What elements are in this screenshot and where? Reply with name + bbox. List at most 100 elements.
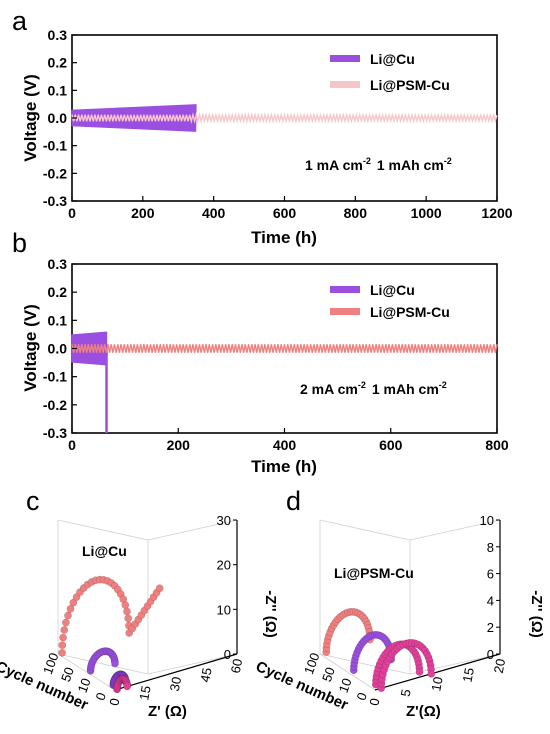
x-axis-label-c: Z' (Ω) — [148, 703, 187, 720]
cycle-tick-label-c-2: 10 — [75, 676, 94, 695]
x-tick-label-a-6: 1200 — [481, 205, 512, 221]
z-tick-label-d-0: 0 — [487, 647, 494, 662]
x-axis-line-d — [374, 653, 501, 691]
eis-series-d-cycle-100 — [322, 608, 374, 657]
legend-swatch-a-li-psm-cu — [330, 81, 360, 88]
eis-series-c-cycle-100 — [58, 575, 164, 657]
x-tick-label-a-2: 400 — [202, 205, 226, 221]
condition-annotation-b: 2 mA cm-2 1 mAh cm-2 — [300, 380, 447, 397]
x-tick-label-b-4: 800 — [485, 437, 509, 453]
legend-label-b-li-cu: Li@Cu — [370, 282, 415, 298]
z-tick-label-c-3: 30 — [217, 513, 231, 528]
eis-point-c-100-3 — [60, 626, 69, 634]
x-tick-label-b-0: 0 — [68, 437, 76, 453]
x-tick-label-b-3: 600 — [379, 437, 403, 453]
x-tick-label-a-5: 1000 — [411, 205, 442, 221]
x-tick-label-c-4: 60 — [228, 657, 245, 674]
x-tick-label-b-2: 400 — [273, 437, 297, 453]
panel-letter-a: a — [12, 6, 28, 36]
legend-swatch-b-li-cu — [330, 286, 360, 293]
x-tick-label-c-2: 30 — [167, 675, 184, 692]
y-tick-label-b-2: 0.1 — [48, 312, 68, 328]
x-tick-label-d-0: 0 — [366, 697, 382, 707]
x-tick-label-a-3: 600 — [273, 205, 297, 221]
condition-annotation-a: 1 mA cm-2 1 mAh cm-2 — [305, 156, 452, 173]
cycle-tick-label-c-1: 50 — [58, 665, 77, 684]
y-axis-label-a: Voltage (V) — [21, 74, 40, 162]
y-tick-label-a-4: -0.1 — [43, 138, 67, 154]
x-tick-label-c-3: 45 — [197, 666, 214, 683]
z-tick-label-c-2: 20 — [217, 558, 231, 573]
y-tick-label-a-1: 0.2 — [48, 55, 68, 71]
panel-a: a 0.3 0.2 0.1 0.0 -0.1 -0.2 -0.3 0 200 400 600 800… — [12, 6, 513, 247]
panel-letter-d: d — [286, 486, 301, 516]
z-tick-label-d-2: 4 — [487, 593, 494, 608]
y-axis-label-b: Voltage (V) — [21, 304, 40, 392]
legend-label-a-li-cu: Li@Cu — [370, 51, 415, 67]
legend-label-b-li-psm-cu: Li@PSM-Cu — [370, 304, 450, 320]
series-line-a-li-psm-cu — [71, 112, 498, 124]
eis-point-c-100-1 — [58, 641, 67, 650]
y-tick-label-b-6: -0.3 — [43, 425, 67, 441]
z-tick-label-d-3: 6 — [487, 567, 494, 582]
eis-point-c-100-4 — [62, 618, 70, 627]
x-tick-label-a-4: 800 — [344, 205, 368, 221]
x-axis-label-d: Z'(Ω) — [406, 703, 441, 720]
z-tick-label-c-0: 0 — [224, 647, 231, 662]
series-a-li-psm-cu — [71, 112, 498, 124]
x-tick-label-d-2: 10 — [428, 675, 445, 692]
eis-point-d-0-26 — [427, 669, 436, 678]
z-tick-label-d-5: 10 — [480, 513, 494, 528]
eis-series-c-cycle-50 — [86, 647, 119, 675]
x-tick-label-c-1: 15 — [136, 684, 153, 701]
cycle-tick-label-d-0: 100 — [301, 651, 323, 677]
eis-point-c-50-26 — [111, 659, 119, 668]
z-tick-label-d-4: 8 — [487, 540, 494, 555]
x-axis-label-a: Time (h) — [251, 228, 317, 247]
eis-series-c-cycle-0 — [113, 675, 132, 694]
eis-point-d-10-26 — [415, 668, 424, 676]
y-tick-label-b-4: -0.1 — [43, 369, 67, 385]
panel-title-d: Li@PSM-Cu — [334, 565, 414, 581]
cycle-tick-label-c-3: 0 — [92, 690, 109, 702]
legend-a: Li@Cu Li@PSM-Cu — [330, 51, 450, 93]
cycle-tick-label-d-1: 50 — [319, 665, 338, 684]
series-line-b-li-psm-cu — [71, 344, 498, 353]
eis-point-c-100-2 — [59, 633, 67, 642]
y-tick-label-a-2: 0.1 — [48, 82, 68, 98]
series-b-li-psm-cu — [71, 344, 498, 353]
x-tick-label-a-0: 0 — [68, 205, 76, 221]
eis-point-c-100-23 — [123, 607, 131, 616]
y-tick-label-a-3: 0.0 — [48, 110, 68, 126]
plot-frame-b — [71, 263, 498, 434]
x-tick-label-d-1: 5 — [398, 688, 414, 698]
eis-point-c-100-22 — [121, 601, 130, 609]
legend-swatch-b-li-psm-cu — [330, 308, 360, 315]
y-tick-label-a-5: -0.2 — [43, 165, 67, 181]
legend-swatch-a-li-cu — [330, 55, 360, 62]
panel-letter-c: c — [26, 486, 40, 516]
cycle-tick-label-d-3: 0 — [353, 690, 370, 702]
x-tick-label-d-4: 20 — [491, 657, 508, 674]
eis-point-c-100-6 — [66, 604, 75, 613]
y-tick-label-b-3: 0.0 — [48, 341, 68, 357]
x-axis-label-b: Time (h) — [251, 457, 317, 476]
eis-point-c-100-24 — [124, 614, 133, 623]
cycle-tick-label-d-2: 10 — [336, 676, 355, 695]
legend-label-a-li-psm-cu: Li@PSM-Cu — [370, 77, 450, 93]
series-line-b-li-cu — [71, 331, 108, 366]
box-d — [319, 519, 501, 691]
z-tick-label-c-1: 10 — [217, 602, 231, 617]
eis-tail-point-c-10 — [155, 584, 164, 593]
legend-b: Li@Cu Li@PSM-Cu — [330, 282, 450, 320]
eis-series-d-cycle-0 — [377, 639, 436, 693]
eis-point-c-100-7 — [69, 598, 78, 607]
y-tick-label-b-5: -0.2 — [43, 397, 67, 413]
panel-title-c: Li@Cu — [82, 543, 127, 559]
eis-point-c-0-26 — [123, 682, 132, 691]
z-axis-label-c: -Z'' (Ω) — [262, 590, 279, 637]
series-b-li-cu — [71, 331, 108, 433]
